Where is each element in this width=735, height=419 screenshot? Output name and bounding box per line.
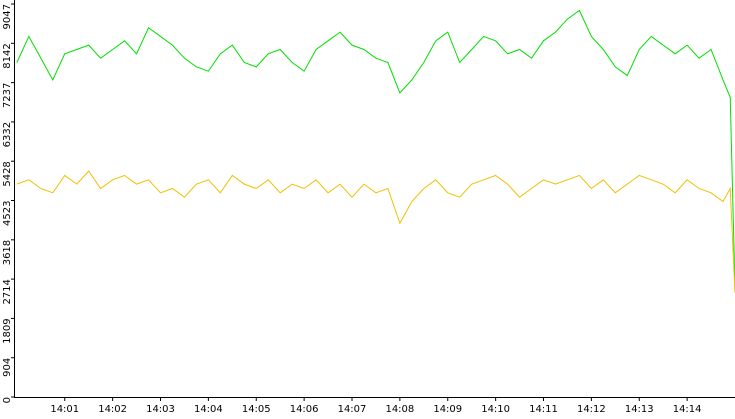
x-tick-label: 14:07 bbox=[338, 404, 367, 415]
x-tick-label: 14:11 bbox=[529, 404, 558, 415]
series-line bbox=[16, 9, 735, 289]
y-tick-label: 8142 bbox=[2, 43, 13, 68]
y-tick-label: 2714 bbox=[2, 279, 13, 304]
x-tick-label: 14:12 bbox=[577, 404, 606, 415]
y-tick-label: 4523 bbox=[2, 201, 13, 226]
y-tick-label: 3618 bbox=[2, 240, 13, 265]
x-tick-label: 14:04 bbox=[194, 404, 223, 415]
y-tick-label: 9047 bbox=[2, 4, 13, 29]
y-tick-label: 6332 bbox=[2, 122, 13, 147]
x-tick-label: 14:14 bbox=[673, 404, 702, 415]
x-tick-label: 14:01 bbox=[50, 404, 79, 415]
x-tick-label: 14:08 bbox=[385, 404, 414, 415]
series-line bbox=[16, 170, 735, 293]
y-tick-label: 7237 bbox=[2, 83, 13, 108]
x-tick-label: 14:05 bbox=[242, 404, 271, 415]
x-tick-label: 14:02 bbox=[98, 404, 127, 415]
x-tick-label: 14:13 bbox=[625, 404, 654, 415]
y-tick-label: 0 bbox=[2, 397, 13, 403]
x-tick-label: 14:09 bbox=[433, 404, 462, 415]
x-tick-label: 14:06 bbox=[290, 404, 319, 415]
y-tick-label: 1809 bbox=[2, 318, 13, 343]
y-tick-label: 5428 bbox=[2, 161, 13, 186]
y-tick-label: 904 bbox=[2, 358, 13, 377]
x-tick-label: 14:10 bbox=[481, 404, 510, 415]
x-tick-label: 14:03 bbox=[146, 404, 175, 415]
